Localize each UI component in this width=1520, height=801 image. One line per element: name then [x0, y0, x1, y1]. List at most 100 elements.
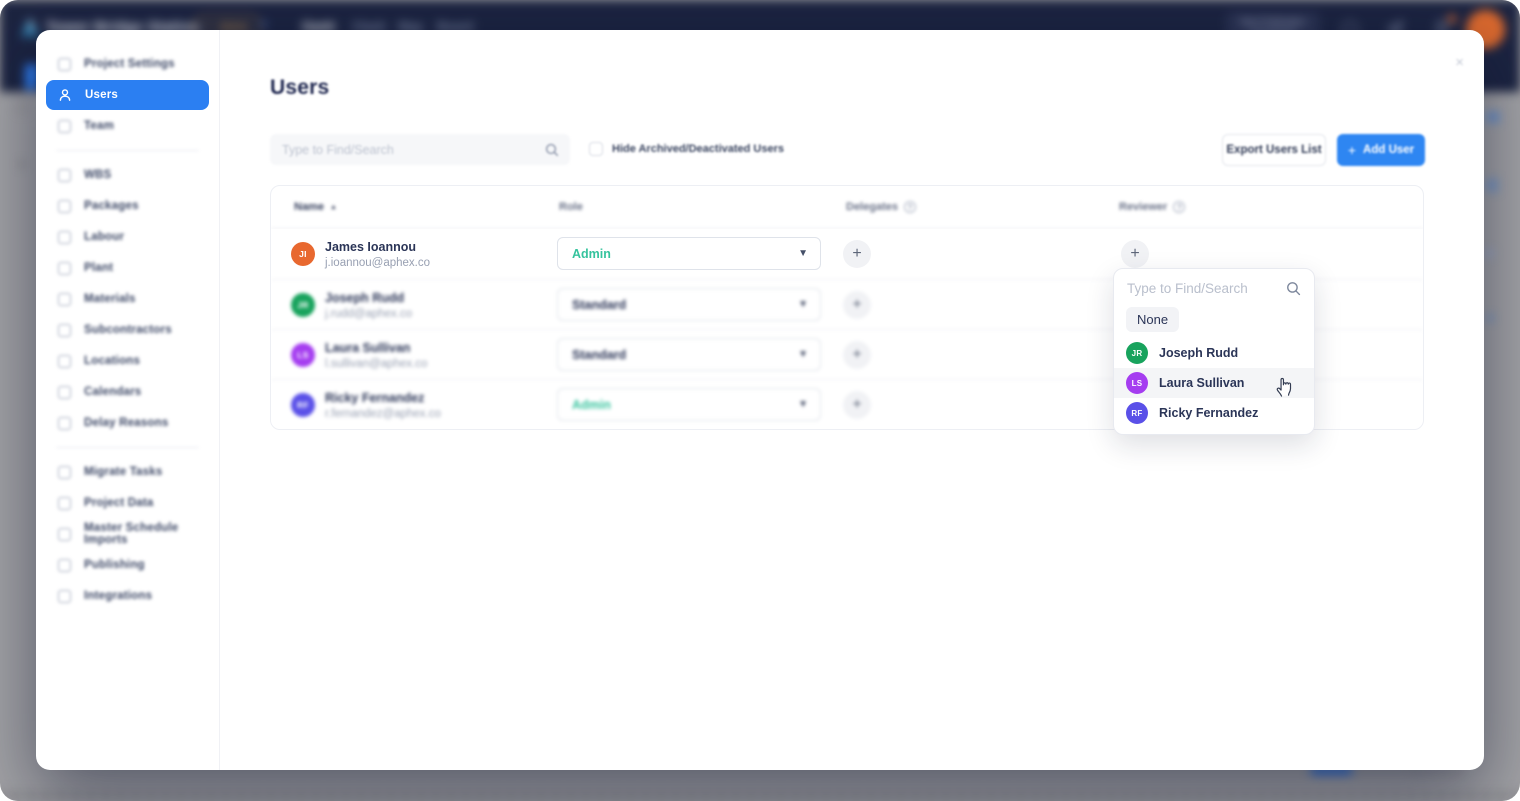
- search-icon: [1287, 282, 1301, 296]
- sidebar-divider: [56, 150, 199, 151]
- name-cell: JI James Ioannou j.ioannou@aphex.co: [291, 229, 430, 279]
- background-toolbar-icon: C: [1487, 176, 1500, 195]
- dropdown-option[interactable]: RF Ricky Fernandez: [1114, 398, 1314, 428]
- table-header: Name ▲ Role Delegates ? Reviewer ?: [271, 186, 1423, 229]
- sidebar-item-subcontractors[interactable]: Subcontractors: [46, 315, 209, 345]
- name-cell: RF Ricky Fernandez r.fernandez@aphex.co: [291, 380, 441, 429]
- column-role: Role: [559, 201, 583, 213]
- sidebar-item-plant[interactable]: Plant: [46, 253, 209, 283]
- sidebar-item-master-schedule-imports[interactable]: Master Schedule Imports: [46, 519, 209, 549]
- add-delegate-button[interactable]: +: [843, 391, 871, 419]
- chevron-down-icon: ▼: [798, 399, 808, 410]
- sidebar-item-wbs[interactable]: WBS: [46, 160, 209, 190]
- option-avatar: RF: [1126, 402, 1148, 424]
- horizontal-scrollbar-thumb[interactable]: [1310, 766, 1353, 775]
- sidebar-item-delay-reasons[interactable]: Delay Reasons: [46, 408, 209, 438]
- option-avatar: JR: [1126, 342, 1148, 364]
- cursor-hand-icon: [1276, 377, 1292, 397]
- hide-archived-label: Hide Archived/Deactivated Users: [612, 143, 784, 155]
- export-users-button[interactable]: Export Users List: [1222, 134, 1326, 166]
- info-icon[interactable]: ?: [1173, 201, 1186, 213]
- page-title: Users: [270, 76, 330, 99]
- chevron-down-icon: ▼: [798, 349, 808, 360]
- sidebar-item-locations[interactable]: Locations: [46, 346, 209, 376]
- sidebar-item-packages[interactable]: Packages: [46, 191, 209, 221]
- role-select[interactable]: Standard ▼: [557, 338, 821, 371]
- column-delegates: Delegates ?: [846, 201, 916, 213]
- sidebar-item-label: Calendars: [84, 386, 142, 398]
- sidebar-item-calendars[interactable]: Calendars: [46, 377, 209, 407]
- sidebar-item-label: Project Data: [84, 497, 154, 509]
- add-user-button[interactable]: + Add User: [1337, 134, 1425, 166]
- sidebar-item-team[interactable]: Team: [46, 111, 209, 141]
- column-name[interactable]: Name ▲: [294, 201, 337, 213]
- add-delegate-button[interactable]: +: [843, 341, 871, 369]
- role-select[interactable]: Standard ▼: [557, 288, 821, 321]
- sidebar-item-project-data[interactable]: Project Data: [46, 488, 209, 518]
- packages-icon: [58, 199, 71, 213]
- option-name: Ricky Fernandez: [1159, 406, 1259, 420]
- add-delegate-button[interactable]: +: [843, 291, 871, 319]
- user-name: Joseph Rudd: [325, 290, 405, 305]
- reviewer-search[interactable]: [1114, 269, 1314, 305]
- background-chevron-icon: ▼: [17, 160, 27, 171]
- option-none[interactable]: None: [1126, 307, 1180, 332]
- delay-reasons-icon: [58, 416, 71, 430]
- sidebar-item-publishing[interactable]: Publishing: [46, 550, 209, 580]
- sidebar-item-label: Master Schedule Imports: [84, 522, 179, 546]
- search-input[interactable]: [282, 142, 544, 157]
- role-value: Standard: [572, 347, 627, 362]
- user-email: l.sullivan@aphex.co: [325, 357, 428, 370]
- chevron-down-icon[interactable]: ▼: [259, 20, 269, 31]
- subcontractors-icon: [58, 323, 71, 337]
- user-email: j.ioannou@aphex.co: [325, 256, 431, 269]
- user-avatar: LS: [291, 343, 315, 367]
- sidebar-item-label: Users: [85, 89, 118, 101]
- user-avatar: JI: [291, 242, 315, 266]
- role-select[interactable]: Admin ▼: [557, 237, 821, 270]
- sidebar-item-users[interactable]: Users: [46, 80, 209, 110]
- add-reviewer-button[interactable]: +: [1121, 240, 1149, 268]
- gear-icon: [58, 57, 71, 71]
- sidebar-item-label: Subcontractors: [84, 324, 172, 336]
- role-value: Admin: [572, 397, 611, 412]
- dropdown-option[interactable]: JR Joseph Rudd: [1114, 338, 1314, 368]
- sidebar-item-label: Labour: [84, 231, 125, 243]
- sort-asc-icon: ▲: [329, 203, 337, 211]
- role-value: Admin: [572, 246, 611, 261]
- reviewer-dropdown: None JR Joseph Rudd LS Laura Sullivan RF…: [1113, 268, 1315, 435]
- aphex-logo-icon: [22, 18, 38, 37]
- sidebar-item-label: Project Settings: [84, 58, 175, 70]
- sidebar-item-project-settings[interactable]: Project Settings: [46, 49, 209, 79]
- star-icon: ★: [204, 21, 213, 31]
- user-avatar: JR: [291, 293, 315, 317]
- user-avatar: RF: [291, 393, 315, 417]
- master-schedule-imports-icon: [58, 527, 71, 541]
- sidebar-item-migrate-tasks[interactable]: Migrate Tasks: [46, 457, 209, 487]
- option-name: Joseph Rudd: [1159, 346, 1239, 360]
- sidebar-divider: [56, 447, 199, 448]
- user-email: j.rudd@aphex.co: [325, 307, 413, 320]
- background-timeline-ticks: [0, 791, 1520, 801]
- close-icon[interactable]: ×: [1455, 54, 1464, 71]
- users-search[interactable]: [270, 134, 570, 165]
- migrate-tasks-icon: [58, 465, 71, 479]
- integrations-icon: [58, 589, 71, 603]
- materials-icon: [58, 292, 71, 306]
- team-icon: [58, 119, 71, 133]
- chevron-down-icon: ▼: [798, 299, 808, 310]
- info-icon[interactable]: ?: [903, 201, 916, 213]
- hide-archived-checkbox[interactable]: [589, 142, 603, 156]
- reviewer-search-input[interactable]: [1127, 281, 1267, 296]
- role-select[interactable]: Admin ▼: [557, 388, 821, 421]
- role-value: Standard: [572, 297, 627, 312]
- add-delegate-button[interactable]: +: [843, 240, 871, 268]
- sidebar-item-integrations[interactable]: Integrations: [46, 581, 209, 611]
- publishing-icon: [58, 558, 71, 572]
- sidebar-item-label: Team: [84, 120, 114, 132]
- sidebar-item-labour[interactable]: Labour: [46, 222, 209, 252]
- horizontal-scrollbar-track: [1352, 770, 1462, 772]
- background-toolbar-icon: H: [1487, 108, 1500, 127]
- sidebar-item-materials[interactable]: Materials: [46, 284, 209, 314]
